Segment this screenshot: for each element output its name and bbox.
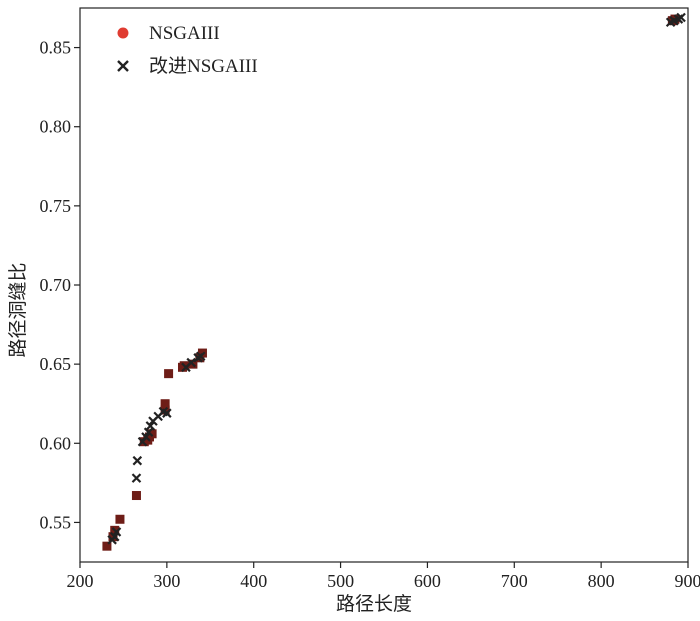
x-stroke (141, 432, 151, 442)
x-axis-title: 路径长度 (336, 593, 412, 615)
improved-nsga3-point (111, 527, 122, 537)
legend-marker-nsga3 (117, 27, 129, 39)
x-stroke (131, 473, 142, 483)
nsga3-point (131, 491, 141, 501)
y-axis-title: 路径洞缝比 (7, 262, 29, 357)
improved-nsga3-point (195, 351, 206, 362)
y-tick-label: 0.85 (40, 38, 72, 58)
x-stroke (143, 427, 154, 437)
nsga3-point (115, 514, 125, 524)
axes-group: 200 300 400 500 600 700 800 900 0.55 0.60 0.65 0.70… (40, 7, 700, 591)
x-stroke (158, 406, 169, 417)
x-tick-label: 300 (153, 571, 180, 591)
y-tick-label: 0.60 (40, 433, 72, 453)
x-stroke (117, 60, 129, 72)
plot-frame (79, 7, 689, 563)
x-tick-label: 800 (588, 571, 615, 591)
nsga3-point (160, 399, 170, 409)
y-tick-label: 0.65 (40, 354, 72, 374)
x-stroke (162, 408, 172, 418)
x-tick-label: 900 (675, 571, 700, 591)
x-stroke (676, 12, 686, 23)
nsga3-point (108, 532, 118, 542)
improved-nsga3-point (162, 408, 172, 418)
legend: NSGAIII 改进NSGAIII (117, 23, 258, 77)
nsga3-point (164, 369, 174, 379)
y-tick-label: 0.80 (40, 117, 72, 137)
improved-nsga3-point (676, 12, 686, 23)
x-stroke (195, 351, 206, 362)
y-tick-label: 0.70 (40, 275, 72, 295)
improved-nsga3-point (186, 357, 196, 368)
improved-nsga3-point (143, 427, 154, 437)
x-stroke (186, 357, 196, 368)
improved-nsga3-point (141, 432, 151, 442)
x-stroke (132, 455, 143, 466)
improved-nsga3-point (145, 421, 156, 431)
x-tick-label: 600 (414, 571, 441, 591)
improved-nsga3-point (131, 473, 142, 483)
y-tick-label: 0.75 (40, 196, 72, 216)
x-tick-label: 700 (501, 571, 528, 591)
axis-titles: 路径长度 路径洞缝比 (7, 262, 412, 615)
nsga3-point (102, 541, 112, 551)
x-stroke (145, 421, 156, 431)
legend-label-nsga3: NSGAIII (149, 23, 220, 44)
legend-marker-improved (117, 60, 129, 72)
nsga3-point (147, 429, 157, 439)
y-tick-label: 0.55 (40, 512, 72, 532)
data-points-group (102, 12, 686, 551)
x-tick-label: 500 (327, 571, 354, 591)
x-stroke (111, 527, 122, 537)
x-tick-label: 400 (240, 571, 267, 591)
legend-label-improved: 改进NSGAIII (149, 55, 258, 77)
improved-nsga3-point (132, 455, 143, 466)
x-tick-label: 200 (67, 571, 94, 591)
